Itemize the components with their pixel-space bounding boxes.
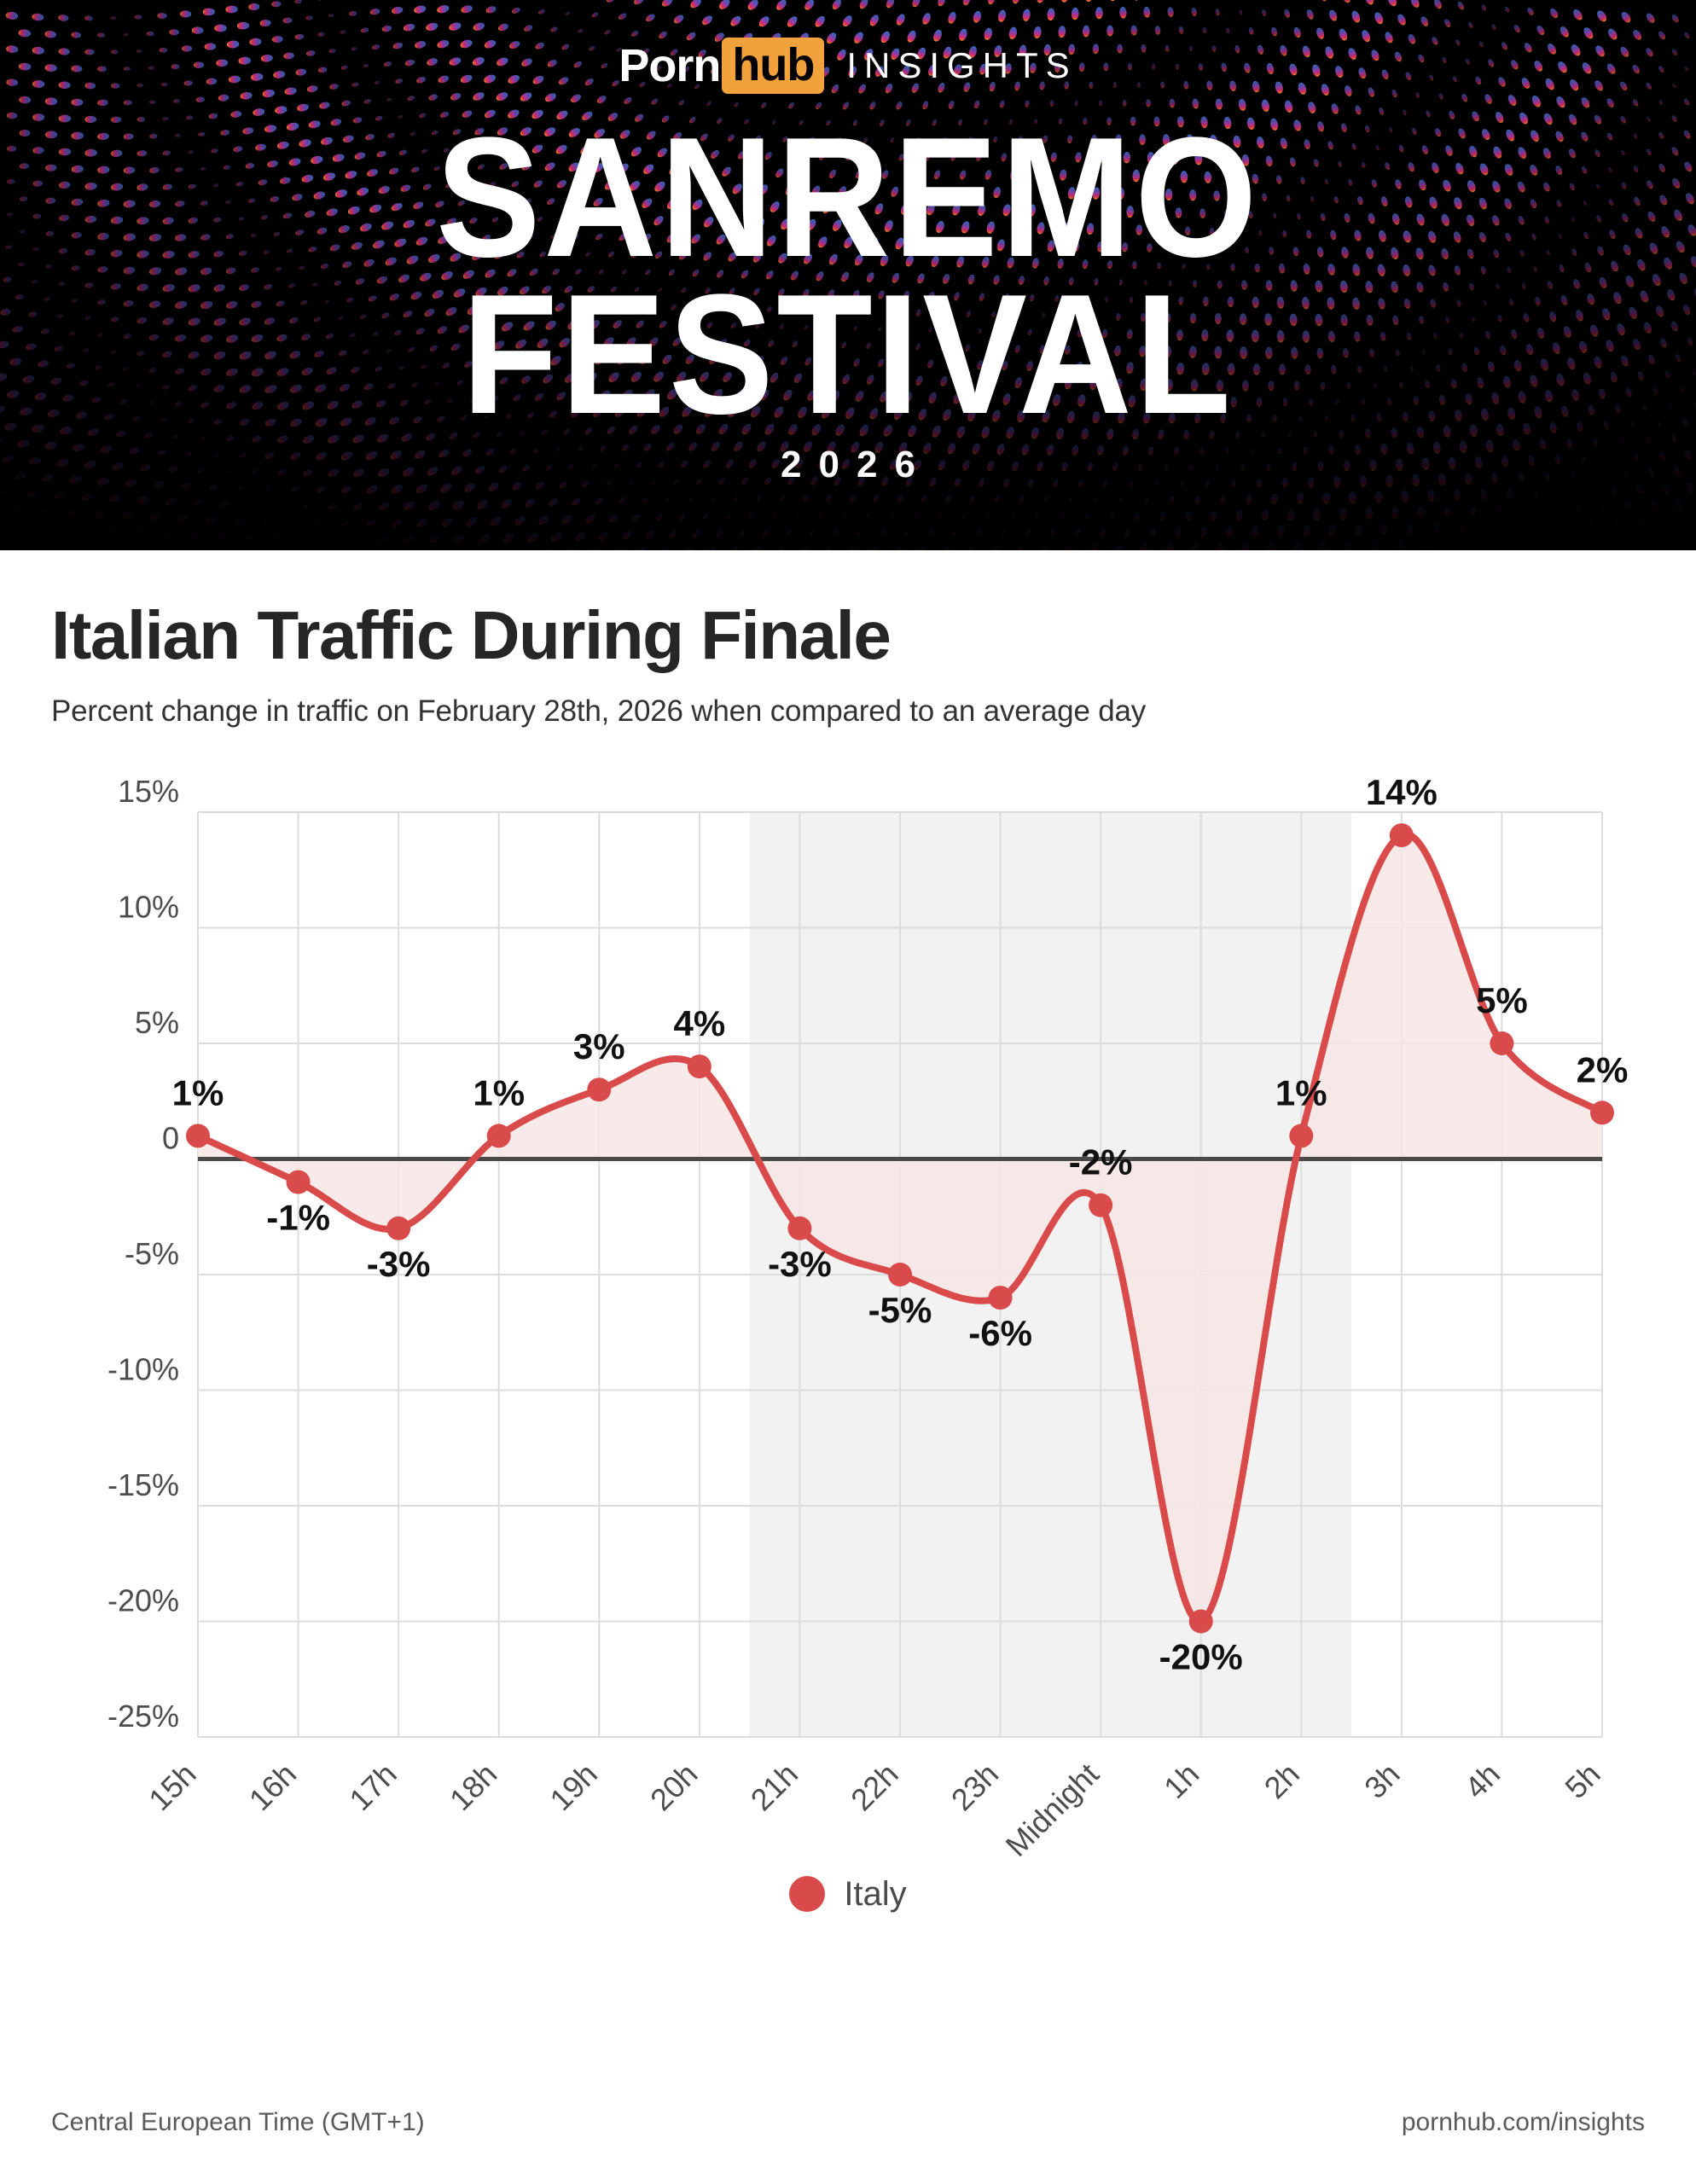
footer-timezone: Central European Time (GMT+1) bbox=[51, 2108, 425, 2136]
traffic-line-chart: 15% 10% 5% 0 -5% -10% -15% -20% -25% 1% -1% -3% 1% 3%… bbox=[51, 759, 1645, 1868]
x-tick-label: 1h bbox=[1157, 1756, 1205, 1804]
halftone-dot-pattern-icon bbox=[0, 0, 1696, 550]
logo-text-hub: hub bbox=[722, 38, 825, 94]
x-tick-label: 4h bbox=[1458, 1756, 1507, 1804]
x-tick-label: Midnight bbox=[999, 1756, 1106, 1862]
y-tick-label: -25% bbox=[107, 1699, 179, 1734]
data-point-label: -6% bbox=[968, 1313, 1032, 1353]
hero-banner: Porn hub INSIGHTS SANREMO FESTIVAL 2026 bbox=[0, 0, 1696, 550]
footer: Central European Time (GMT+1) pornhub.co… bbox=[51, 2108, 1645, 2137]
x-tick-label: 16h bbox=[242, 1756, 303, 1816]
data-point-marker bbox=[787, 1216, 812, 1240]
data-point-marker bbox=[386, 1216, 411, 1240]
data-point-label: 1% bbox=[172, 1072, 224, 1112]
data-point-marker bbox=[186, 1124, 210, 1148]
data-point-marker bbox=[888, 1262, 912, 1287]
data-point-label: 3% bbox=[573, 1026, 625, 1066]
data-point-marker bbox=[1089, 1193, 1113, 1217]
page-subtitle: Percent change in traffic on February 28… bbox=[51, 694, 1147, 728]
data-point-label: -3% bbox=[768, 1244, 832, 1284]
data-point-marker bbox=[1389, 822, 1414, 847]
x-tick-label: 22h bbox=[844, 1756, 904, 1816]
y-tick-label: 15% bbox=[118, 774, 179, 809]
x-tick-label: 23h bbox=[944, 1756, 1005, 1816]
x-tick-label: 3h bbox=[1357, 1756, 1406, 1804]
data-point-label: 5% bbox=[1476, 980, 1528, 1020]
content-area: Italian Traffic During Finale Percent ch… bbox=[0, 597, 1696, 1914]
x-tick-label: 20h bbox=[643, 1756, 704, 1816]
data-point-label: 1% bbox=[473, 1072, 525, 1112]
area-fill bbox=[198, 834, 1602, 1622]
y-tick-label: -10% bbox=[107, 1351, 179, 1386]
data-point-label: -2% bbox=[1069, 1141, 1133, 1182]
x-tick-label: 5h bbox=[1558, 1756, 1606, 1804]
data-point-marker bbox=[286, 1170, 311, 1194]
logo-text-porn: Porn bbox=[619, 40, 721, 91]
data-point-marker bbox=[1188, 1609, 1213, 1634]
x-tick-label: 17h bbox=[342, 1756, 403, 1816]
y-tick-label: -20% bbox=[107, 1583, 179, 1618]
data-point-label: 4% bbox=[674, 1003, 726, 1043]
data-point-marker bbox=[1590, 1101, 1614, 1125]
brand-bar: Porn hub INSIGHTS bbox=[0, 38, 1696, 94]
x-tick-label: 2h bbox=[1257, 1756, 1306, 1804]
data-point-marker bbox=[687, 1054, 712, 1078]
data-point-label: -5% bbox=[868, 1290, 932, 1330]
y-tick-label: 0 bbox=[162, 1120, 179, 1155]
y-tick-label: -15% bbox=[107, 1467, 179, 1502]
x-tick-label: 21h bbox=[744, 1756, 804, 1816]
x-tick-label: 15h bbox=[142, 1756, 202, 1816]
data-point-marker bbox=[486, 1124, 511, 1148]
data-point-marker bbox=[1490, 1031, 1514, 1055]
legend-color-dot-icon bbox=[789, 1876, 826, 1913]
data-point-label: 2% bbox=[1577, 1049, 1629, 1089]
y-tick-label: 5% bbox=[135, 1005, 179, 1040]
y-tick-label: 10% bbox=[118, 889, 179, 924]
logo-text-insights: INSIGHTS bbox=[846, 45, 1077, 85]
pornhub-logo: Porn hub bbox=[619, 38, 825, 94]
data-point-marker bbox=[1289, 1124, 1314, 1148]
page-title: Italian Traffic During Finale bbox=[51, 597, 892, 673]
y-tick-label: -5% bbox=[125, 1236, 179, 1271]
data-point-marker bbox=[587, 1077, 612, 1101]
traffic-line bbox=[195, 830, 1606, 1625]
hero-festival-title: SANREMO FESTIVAL bbox=[435, 102, 1261, 450]
hero-year: 2026 bbox=[781, 444, 932, 485]
x-tick-label: 18h bbox=[443, 1756, 503, 1816]
data-point-label: -20% bbox=[1159, 1636, 1243, 1676]
data-point-label: -1% bbox=[266, 1197, 330, 1237]
footer-site-url[interactable]: pornhub.com/insights bbox=[1401, 2108, 1645, 2136]
chart-legend: Italy bbox=[51, 1875, 1645, 1914]
x-tick-label: 19h bbox=[543, 1756, 603, 1816]
data-point-label: 14% bbox=[1366, 772, 1438, 812]
data-point-label: 1% bbox=[1275, 1072, 1327, 1112]
legend-label-italy: Italy bbox=[844, 1874, 907, 1913]
data-point-label: -3% bbox=[367, 1244, 431, 1284]
data-point-marker bbox=[988, 1285, 1013, 1310]
